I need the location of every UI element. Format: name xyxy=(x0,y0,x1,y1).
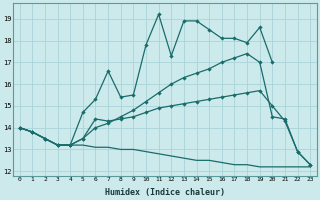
X-axis label: Humidex (Indice chaleur): Humidex (Indice chaleur) xyxy=(105,188,225,197)
